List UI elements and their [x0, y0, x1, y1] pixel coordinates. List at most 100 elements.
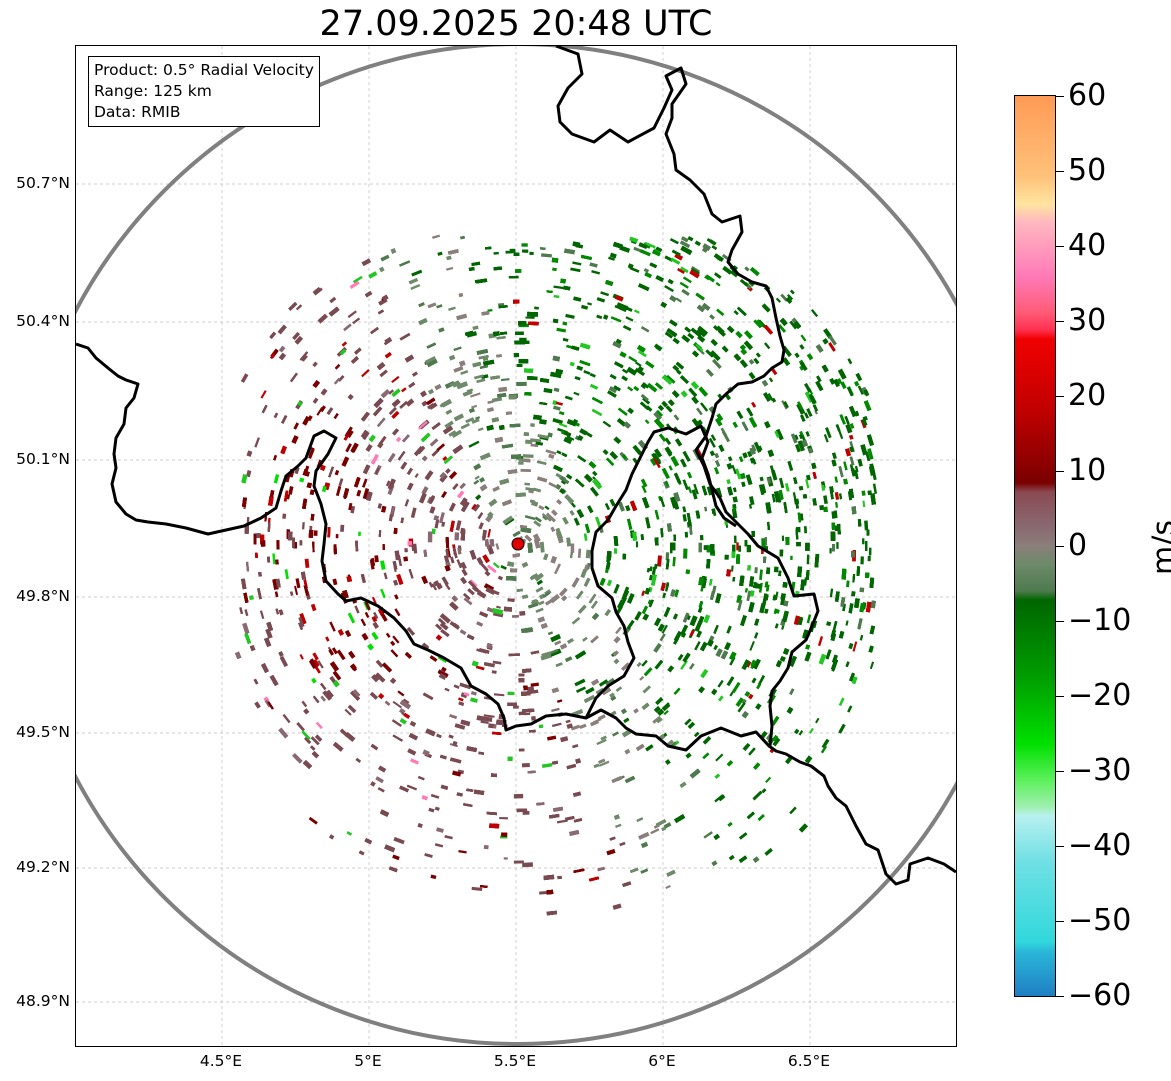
- velocity-echo-pixel: [565, 313, 575, 319]
- velocity-echo-pixel: [273, 412, 279, 419]
- velocity-echo-pixel: [597, 866, 606, 872]
- velocity-echo-pixel: [492, 562, 500, 569]
- velocity-echo-pixel: [714, 452, 720, 459]
- velocity-echo-pixel: [471, 886, 483, 892]
- velocity-echo-pixel: [823, 495, 828, 505]
- velocity-echo-pixel: [272, 553, 276, 565]
- velocity-echo-pixel: [685, 569, 691, 575]
- velocity-echo-pixel: [282, 513, 287, 519]
- velocity-echo-pixel: [452, 740, 458, 747]
- velocity-echo-pixel: [799, 344, 805, 350]
- velocity-echo-pixel: [492, 660, 502, 665]
- velocity-echo-pixel: [713, 272, 722, 279]
- velocity-echo-pixel: [336, 649, 346, 661]
- velocity-echo-pixel: [304, 558, 310, 568]
- velocity-echo-pixel: [554, 483, 562, 491]
- velocity-echo-pixel: [462, 592, 471, 601]
- velocity-echo-pixel: [477, 427, 484, 432]
- velocity-echo-pixel: [279, 655, 289, 668]
- velocity-echo-pixel: [661, 624, 668, 634]
- velocity-echo-pixel: [663, 710, 669, 716]
- velocity-echo-pixel: [773, 566, 779, 573]
- velocity-echo-pixel: [552, 417, 564, 425]
- velocity-echo-pixel: [294, 585, 299, 596]
- velocity-echo-pixel: [470, 404, 478, 409]
- velocity-echo-pixel: [377, 692, 385, 700]
- velocity-echo-pixel: [380, 254, 390, 262]
- velocity-echo-pixel: [573, 296, 582, 302]
- velocity-echo-pixel: [609, 498, 616, 507]
- velocity-echo-pixel: [861, 490, 866, 496]
- velocity-echo-pixel: [483, 714, 495, 718]
- velocity-echo-pixel: [525, 316, 535, 319]
- velocity-echo-pixel: [596, 314, 603, 320]
- velocity-echo-pixel: [452, 770, 462, 777]
- velocity-echo-pixel: [653, 248, 661, 253]
- velocity-echo-pixel: [682, 450, 691, 462]
- velocity-echo-pixel: [853, 380, 860, 387]
- velocity-echo-pixel: [468, 407, 475, 414]
- velocity-echo-pixel: [421, 400, 428, 407]
- velocity-echo-pixel: [499, 816, 508, 820]
- velocity-echo-pixel: [622, 325, 632, 332]
- velocity-echo-pixel: [799, 361, 808, 372]
- velocity-echo-pixel: [546, 735, 557, 741]
- velocity-echo-pixel: [741, 699, 747, 705]
- velocity-echo-pixel: [422, 692, 434, 701]
- velocity-echo-pixel: [456, 490, 465, 499]
- velocity-echo-pixel: [293, 422, 300, 430]
- velocity-echo-pixel: [774, 623, 779, 629]
- velocity-echo-pixel: [653, 705, 661, 713]
- velocity-echo-pixel: [521, 763, 530, 768]
- velocity-echo-pixel: [640, 478, 648, 488]
- radar-map[interactable]: [75, 45, 957, 1047]
- velocity-echo-pixel: [607, 390, 617, 398]
- velocity-echo-pixel: [753, 441, 762, 453]
- velocity-echo-pixel: [535, 607, 544, 613]
- velocity-echo-pixel: [662, 592, 667, 599]
- velocity-echo-pixel: [374, 555, 379, 563]
- velocity-echo-pixel: [388, 406, 397, 416]
- velocity-echo-pixel: [596, 297, 606, 303]
- velocity-echo-pixel: [641, 605, 649, 615]
- velocity-echo-pixel: [244, 609, 249, 617]
- velocity-echo-pixel: [635, 361, 642, 367]
- velocity-echo-pixel: [667, 665, 675, 673]
- velocity-echo-pixel: [439, 512, 445, 524]
- velocity-echo-pixel: [838, 723, 846, 734]
- velocity-echo-pixel: [589, 262, 598, 268]
- velocity-echo-pixel: [498, 386, 508, 393]
- velocity-echo-pixel: [530, 423, 535, 427]
- velocity-echo-pixel: [615, 823, 622, 828]
- velocity-echo-pixel: [583, 533, 588, 541]
- velocity-echo-pixel: [748, 371, 756, 380]
- velocity-echo-pixel: [445, 409, 453, 415]
- velocity-echo-pixel: [392, 854, 400, 861]
- velocity-echo-pixel: [430, 874, 437, 880]
- velocity-echo-pixel: [748, 693, 754, 700]
- velocity-echo-pixel: [452, 381, 462, 388]
- velocity-echo-pixel: [859, 587, 865, 593]
- velocity-echo-pixel: [684, 531, 689, 538]
- velocity-echo-pixel: [733, 535, 737, 544]
- velocity-echo-pixel: [687, 332, 695, 340]
- velocity-echo-pixel: [482, 716, 493, 723]
- velocity-echo-pixel: [834, 492, 840, 500]
- velocity-echo-pixel: [715, 282, 721, 287]
- velocity-echo-pixel: [646, 567, 651, 573]
- velocity-echo-pixel: [563, 436, 573, 445]
- velocity-echo-pixel: [826, 621, 832, 627]
- velocity-echo-pixel: [787, 460, 794, 472]
- velocity-echo-pixel: [296, 721, 305, 732]
- velocity-echo-pixel: [341, 341, 348, 347]
- velocity-echo-pixel: [459, 629, 467, 636]
- velocity-echo-pixel: [445, 468, 451, 474]
- velocity-echo-pixel: [456, 313, 468, 321]
- velocity-echo-pixel: [536, 579, 543, 586]
- velocity-echo-pixel: [715, 753, 724, 762]
- velocity-echo-pixel: [513, 705, 519, 709]
- velocity-echo-pixel: [404, 548, 408, 553]
- velocity-echo-pixel: [448, 470, 458, 480]
- velocity-echo-pixel: [639, 675, 645, 681]
- velocity-echo-pixel: [537, 616, 546, 623]
